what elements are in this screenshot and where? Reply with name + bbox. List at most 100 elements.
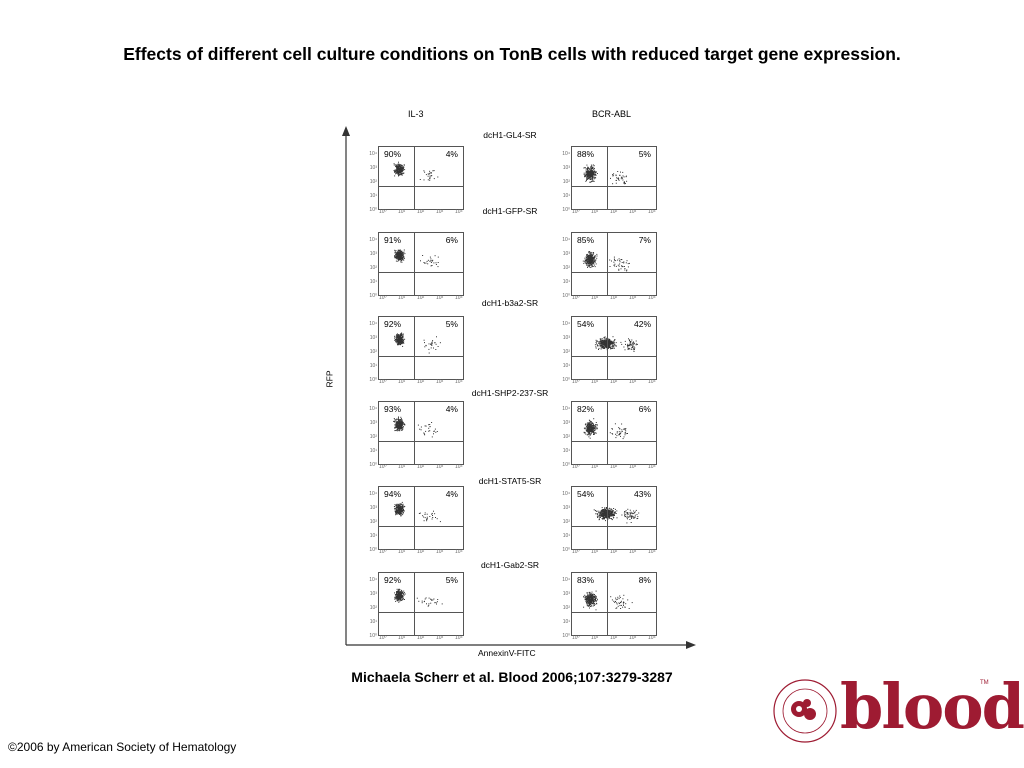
y-tick-label: 10² [369,179,377,185]
quadrant-gate-vertical [414,147,415,209]
x-tick-label: 10¹ [398,635,406,641]
quadrant-gate-horizontal [379,272,463,273]
x-tick-labels: 10⁰ 10¹ 10² 10³ 10⁴ [572,549,656,555]
blood-wordmark: blood [840,670,1024,743]
x-tick-label: 10² [417,209,425,215]
upper-right-percentage: 42% [633,319,651,329]
quadrant-gate-horizontal [379,356,463,357]
y-tick-label: 10⁴ [562,406,570,412]
x-tick-labels: 10⁰ 10¹ 10² 10³ 10⁴ [572,379,656,385]
y-tick-label: 10¹ [562,363,570,369]
upper-right-percentage: 4% [445,489,458,499]
quadrant-gate-horizontal [572,272,656,273]
y-tick-label: 10² [369,605,377,611]
upper-right-percentage: 7% [638,235,651,245]
x-axis-arrow-icon [686,641,696,649]
x-tick-labels: 10⁰ 10¹ 10² 10³ 10⁴ [572,209,656,215]
x-tick-label: 10³ [629,295,637,301]
y-tick-labels: 10⁴ 10³ 10² 10¹ 10⁰ [560,320,570,383]
scatter-panel-bcr: 54% 43% [571,486,657,550]
x-tick-label: 10³ [629,635,637,641]
quadrant-gate-horizontal [572,356,656,357]
x-tick-label: 10⁴ [455,379,463,385]
dot-plot [393,501,441,523]
x-tick-label: 10³ [629,464,637,470]
x-tick-label: 10⁰ [379,549,387,555]
x-tick-label: 10⁰ [572,635,580,641]
dot-plot [593,507,640,524]
y-tick-label: 10³ [562,335,570,341]
quadrant-gate-horizontal [379,441,463,442]
citation: Michaela Scherr et al. Blood 2006;107:32… [351,669,673,685]
quadrant-gate-vertical [607,317,608,379]
upper-left-percentage: 54% [577,489,595,499]
upper-left-percentage: 92% [384,575,402,585]
y-tick-label: 10¹ [562,448,570,454]
y-tick-label: 10⁴ [369,577,377,583]
x-tick-label: 10³ [436,464,444,470]
upper-right-percentage: 5% [445,319,458,329]
x-axis-label: AnnexinV-FITC [478,648,536,658]
x-tick-labels: 10⁰ 10¹ 10² 10³ 10⁴ [379,464,463,470]
y-tick-labels: 10⁴ 10³ 10² 10¹ 10⁰ [560,490,570,553]
y-tick-label: 10² [562,519,570,525]
trademark-mark: TM [980,680,989,686]
y-tick-labels: 10⁴ 10³ 10² 10¹ 10⁰ [560,576,570,639]
quadrant-gate-vertical [607,573,608,635]
y-tick-label: 10⁰ [369,207,377,213]
copyright-notice: ©2006 by American Society of Hematology [8,740,237,754]
y-tick-labels: 10⁴ 10³ 10² 10¹ 10⁰ [367,576,377,639]
y-tick-label: 10¹ [369,193,377,199]
y-tick-label: 10⁰ [369,377,377,383]
y-axis-label: RFP [324,370,335,388]
quadrant-gate-horizontal [572,186,656,187]
y-tick-label: 10³ [562,505,570,511]
x-tick-label: 10² [610,549,618,555]
upper-left-percentage: 85% [577,235,595,245]
x-tick-label: 10¹ [398,549,406,555]
scatter-panel-bcr: 83% 8% [571,572,657,636]
x-tick-label: 10⁴ [455,549,463,555]
y-tick-label: 10⁴ [562,321,570,327]
x-tick-label: 10⁴ [648,379,656,385]
dot-plot [394,588,443,607]
y-tick-label: 10⁰ [562,293,570,299]
quadrant-gate-vertical [607,487,608,549]
y-tick-labels: 10⁴ 10³ 10² 10¹ 10⁰ [367,320,377,383]
x-tick-label: 10² [610,295,618,301]
y-tick-label: 10⁰ [369,547,377,553]
quadrant-gate-horizontal [572,612,656,613]
x-tick-label: 10¹ [398,464,406,470]
x-tick-label: 10² [417,549,425,555]
upper-left-percentage: 54% [577,319,595,329]
x-tick-label: 10³ [436,209,444,215]
y-tick-label: 10³ [562,165,570,171]
y-tick-label: 10³ [369,420,377,426]
x-tick-label: 10¹ [591,549,599,555]
scatter-panel-il3: 92% 5% [378,316,464,380]
quadrant-gate-horizontal [379,612,463,613]
quadrant-gate-vertical [414,573,415,635]
y-tick-labels: 10⁴ 10³ 10² 10¹ 10⁰ [367,150,377,213]
x-tick-label: 10¹ [591,464,599,470]
quadrant-gate-horizontal [379,526,463,527]
y-tick-label: 10⁴ [369,406,377,412]
y-tick-label: 10² [562,349,570,355]
upper-right-percentage: 5% [638,149,651,159]
scatter-panel-il3: 94% 4% [378,486,464,550]
x-tick-label: 10³ [436,635,444,641]
quadrant-gate-vertical [414,487,415,549]
y-tick-label: 10² [562,434,570,440]
x-tick-label: 10⁰ [572,464,580,470]
y-tick-label: 10³ [369,335,377,341]
y-tick-label: 10¹ [369,363,377,369]
dot-plot [394,249,439,268]
x-tick-label: 10⁴ [648,549,656,555]
x-tick-labels: 10⁰ 10¹ 10² 10³ 10⁴ [572,635,656,641]
y-tick-label: 10⁴ [369,491,377,497]
quadrant-gate-vertical [414,317,415,379]
y-tick-label: 10⁴ [562,577,570,583]
upper-right-percentage: 5% [445,575,458,585]
upper-left-percentage: 83% [577,575,595,585]
x-tick-label: 10⁰ [572,379,580,385]
